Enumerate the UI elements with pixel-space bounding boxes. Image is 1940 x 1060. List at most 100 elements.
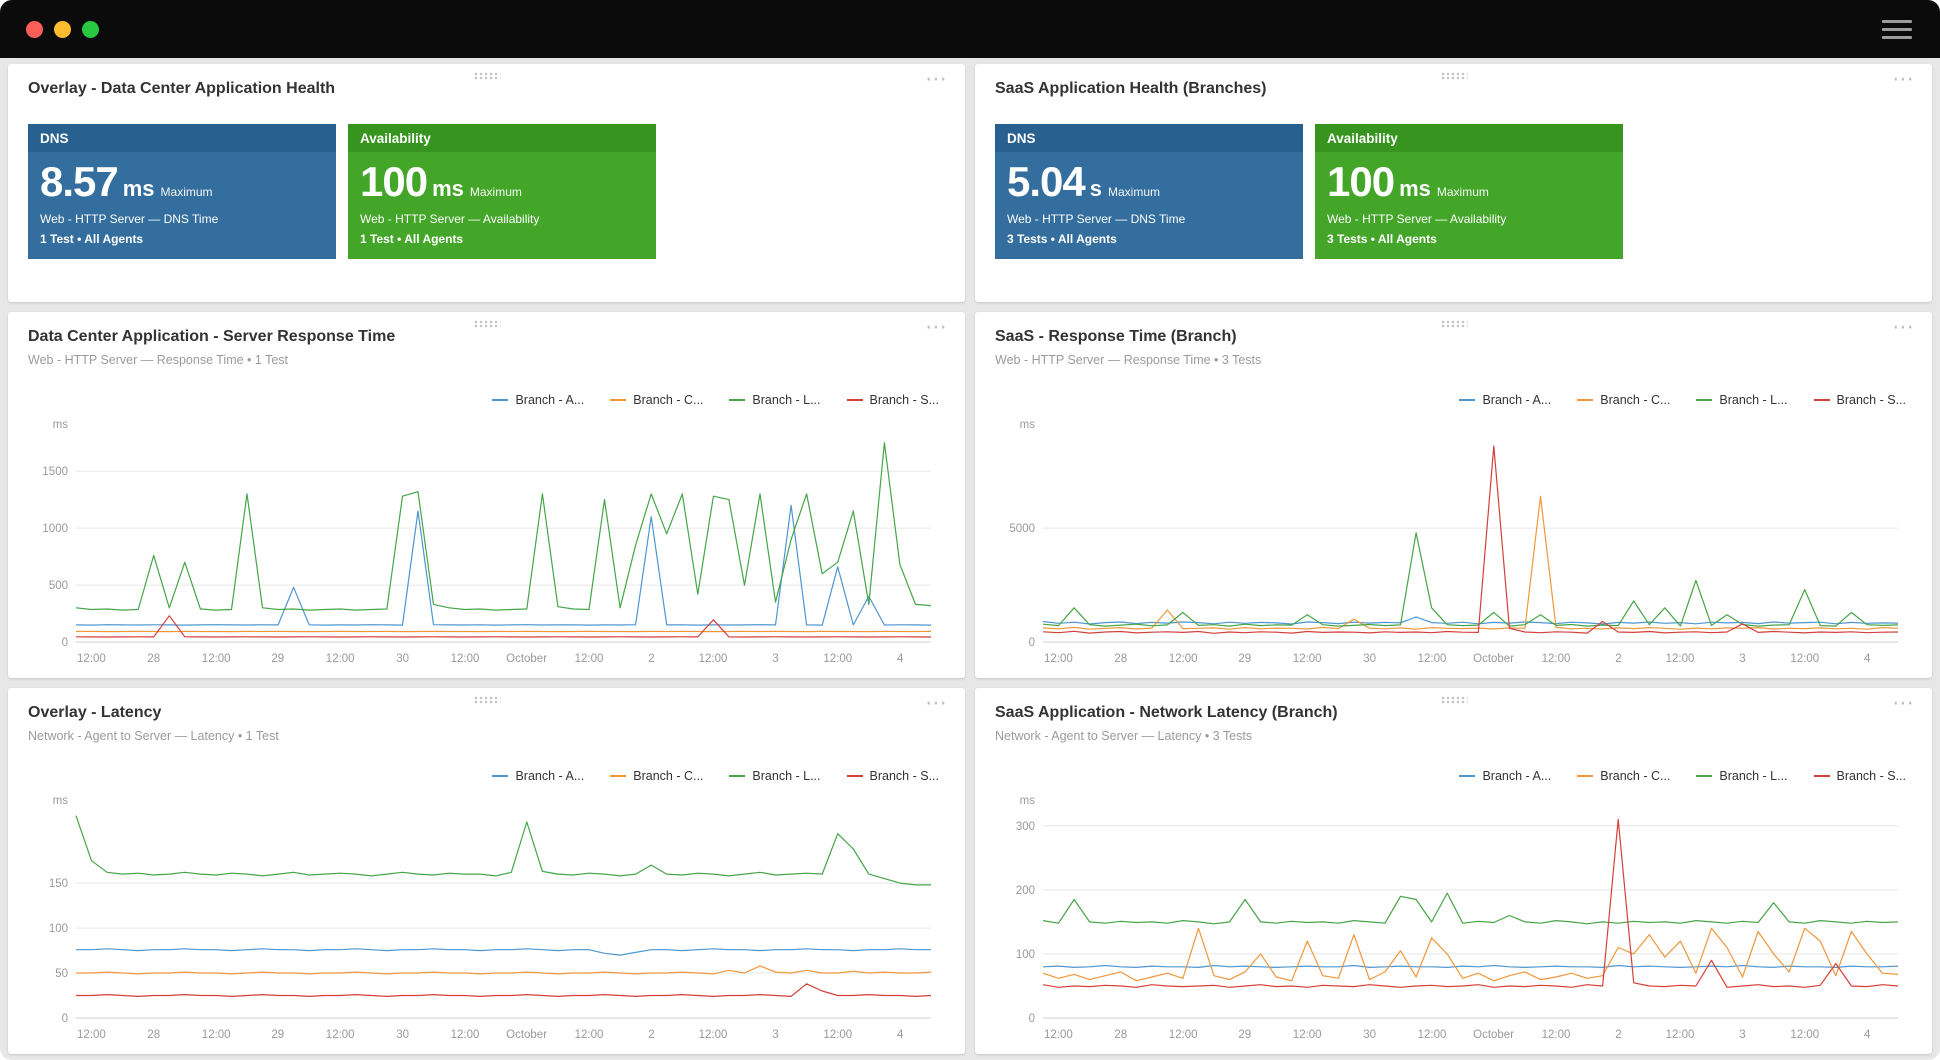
kpi-scope-description: 1 Test • All Agents <box>40 232 324 246</box>
legend-item-branch-l[interactable]: Branch - L... <box>729 769 820 783</box>
kpi-value: 100 <box>1327 161 1394 203</box>
legend-item-branch-s[interactable]: Branch - S... <box>1814 393 1906 407</box>
x-axis-tick-label: 30 <box>1363 1029 1376 1041</box>
drag-handle-icon[interactable] <box>1440 72 1467 80</box>
legend-label: Branch - A... <box>515 769 584 783</box>
legend-line-icon <box>1459 775 1475 777</box>
legend-line-icon <box>1577 775 1593 777</box>
x-axis-tick-label: 12:00 <box>326 653 355 665</box>
x-axis-tick-label: 2 <box>648 1029 654 1041</box>
legend-line-icon <box>729 399 745 401</box>
legend-item-branch-c[interactable]: Branch - C... <box>1577 769 1670 783</box>
kpi-card-dns[interactable]: DNS 5.04 s Maximum Web - HTTP Server — D… <box>995 124 1303 259</box>
latency-chart[interactable]: 0100200300ms12:002812:002912:003012:00Oc… <box>995 789 1912 1044</box>
y-axis-tick-label: 0 <box>62 1013 68 1025</box>
drag-handle-icon[interactable] <box>473 320 500 328</box>
panel-subtitle: Network - Agent to Server — Latency • 3 … <box>995 729 1912 743</box>
legend-label: Branch - A... <box>1482 769 1551 783</box>
y-axis-tick-label: 0 <box>1029 1013 1035 1025</box>
legend-item-branch-a[interactable]: Branch - A... <box>1459 769 1551 783</box>
legend-item-branch-a[interactable]: Branch - A... <box>492 393 584 407</box>
panel-menu-button[interactable]: ⋯ <box>925 692 949 714</box>
x-axis-tick-label: 12:00 <box>699 653 728 665</box>
panel-subtitle: Network - Agent to Server — Latency • 1 … <box>28 729 945 743</box>
x-axis-tick-label: 28 <box>1114 1029 1127 1041</box>
drag-handle-icon[interactable] <box>1440 320 1467 328</box>
legend-item-branch-a[interactable]: Branch - A... <box>492 769 584 783</box>
legend-label: Branch - A... <box>515 393 584 407</box>
x-axis-tick-label: 12:00 <box>1044 653 1073 665</box>
x-axis-tick-label: 30 <box>1363 653 1376 665</box>
legend-item-branch-s[interactable]: Branch - S... <box>1814 769 1906 783</box>
panel-saas-application-health: ⋯ SaaS Application Health (Branches) DNS… <box>975 64 1932 302</box>
panel-menu-button[interactable]: ⋯ <box>1892 692 1916 714</box>
legend-item-branch-s[interactable]: Branch - S... <box>847 769 939 783</box>
legend-item-branch-c[interactable]: Branch - C... <box>610 769 703 783</box>
series-line-branch-c <box>1043 928 1898 981</box>
kpi-qualifier: Maximum <box>1108 185 1160 199</box>
drag-handle-icon[interactable] <box>1440 696 1467 704</box>
panel-menu-button[interactable]: ⋯ <box>1892 68 1916 90</box>
legend-line-icon <box>1696 399 1712 401</box>
hamburger-menu-icon[interactable] <box>1880 16 1914 43</box>
panel-menu-button[interactable]: ⋯ <box>925 316 949 338</box>
legend-label: Branch - C... <box>1600 769 1670 783</box>
series-line-branch-a <box>1043 617 1898 624</box>
panel-title: SaaS - Response Time (Branch) <box>995 328 1912 346</box>
panel-title: Overlay - Data Center Application Health <box>28 80 945 98</box>
legend-line-icon <box>610 775 626 777</box>
panel-menu-button[interactable]: ⋯ <box>1892 316 1916 338</box>
x-axis-tick-label: 12:00 <box>1418 653 1447 665</box>
panel-menu-button[interactable]: ⋯ <box>925 68 949 90</box>
kpi-body: 5.04 s Maximum Web - HTTP Server — DNS T… <box>995 152 1303 259</box>
y-axis-tick-label: 5000 <box>1009 523 1035 535</box>
x-axis-tick-label: 12:00 <box>1169 653 1198 665</box>
series-line-branch-s <box>1043 446 1898 633</box>
kpi-unit: ms <box>123 176 155 202</box>
legend-label: Branch - A... <box>1482 393 1551 407</box>
response-time-chart[interactable]: 050010001500ms12:002812:002912:003012:00… <box>28 413 945 668</box>
kpi-card-dns[interactable]: DNS 8.57 ms Maximum Web - HTTP Server — … <box>28 124 336 259</box>
response-time-chart[interactable]: 05000ms12:002812:002912:003012:00October… <box>995 413 1912 668</box>
zoom-button[interactable] <box>82 21 99 38</box>
kpi-qualifier: Maximum <box>161 185 213 199</box>
legend-label: Branch - L... <box>752 769 820 783</box>
x-axis-tick-label: 12:00 <box>823 653 852 665</box>
panel-dc-application-health: ⋯ Overlay - Data Center Application Heal… <box>8 64 965 302</box>
legend-item-branch-l[interactable]: Branch - L... <box>1696 393 1787 407</box>
y-axis-tick-label: 300 <box>1016 821 1035 833</box>
minimize-button[interactable] <box>54 21 71 38</box>
x-axis-tick-label: 28 <box>147 1029 160 1041</box>
x-axis-tick-label: 29 <box>1238 653 1251 665</box>
legend-item-branch-s[interactable]: Branch - S... <box>847 393 939 407</box>
chart-area: 0100200300ms12:002812:002912:003012:00Oc… <box>995 789 1912 1044</box>
x-axis-tick-label: 4 <box>897 1029 904 1041</box>
legend-item-branch-a[interactable]: Branch - A... <box>1459 393 1551 407</box>
x-axis-tick-label: 2 <box>648 653 654 665</box>
panel-subtitle: Web - HTTP Server — Response Time • 3 Te… <box>995 353 1912 367</box>
legend-item-branch-l[interactable]: Branch - L... <box>729 393 820 407</box>
kpi-card-availability[interactable]: Availability 100 ms Maximum Web - HTTP S… <box>1315 124 1623 259</box>
x-axis-tick-label: 4 <box>897 653 904 665</box>
kpi-unit: ms <box>432 176 464 202</box>
kpi-body: 100 ms Maximum Web - HTTP Server — Avail… <box>1315 152 1623 259</box>
y-axis-tick-label: 200 <box>1016 885 1035 897</box>
kpi-card-availability[interactable]: Availability 100 ms Maximum Web - HTTP S… <box>348 124 656 259</box>
x-axis-tick-label: 12:00 <box>202 653 231 665</box>
panel-title: Overlay - Latency <box>28 704 945 722</box>
kpi-metric-label: Availability <box>1315 124 1623 152</box>
legend-item-branch-c[interactable]: Branch - C... <box>1577 393 1670 407</box>
drag-handle-icon[interactable] <box>473 72 500 80</box>
x-axis-tick-label: 28 <box>147 653 160 665</box>
y-axis-unit-label: ms <box>53 795 69 807</box>
legend-label: Branch - C... <box>1600 393 1670 407</box>
x-axis-tick-label: 12:00 <box>1293 1029 1322 1041</box>
drag-handle-icon[interactable] <box>473 696 500 704</box>
x-axis-tick-label: October <box>1473 653 1514 665</box>
close-button[interactable] <box>26 21 43 38</box>
y-axis-tick-label: 100 <box>49 923 68 935</box>
legend-item-branch-c[interactable]: Branch - C... <box>610 393 703 407</box>
legend-item-branch-l[interactable]: Branch - L... <box>1696 769 1787 783</box>
panel-title: Data Center Application - Server Respons… <box>28 328 945 346</box>
latency-chart[interactable]: 050100150ms12:002812:002912:003012:00Oct… <box>28 789 945 1044</box>
